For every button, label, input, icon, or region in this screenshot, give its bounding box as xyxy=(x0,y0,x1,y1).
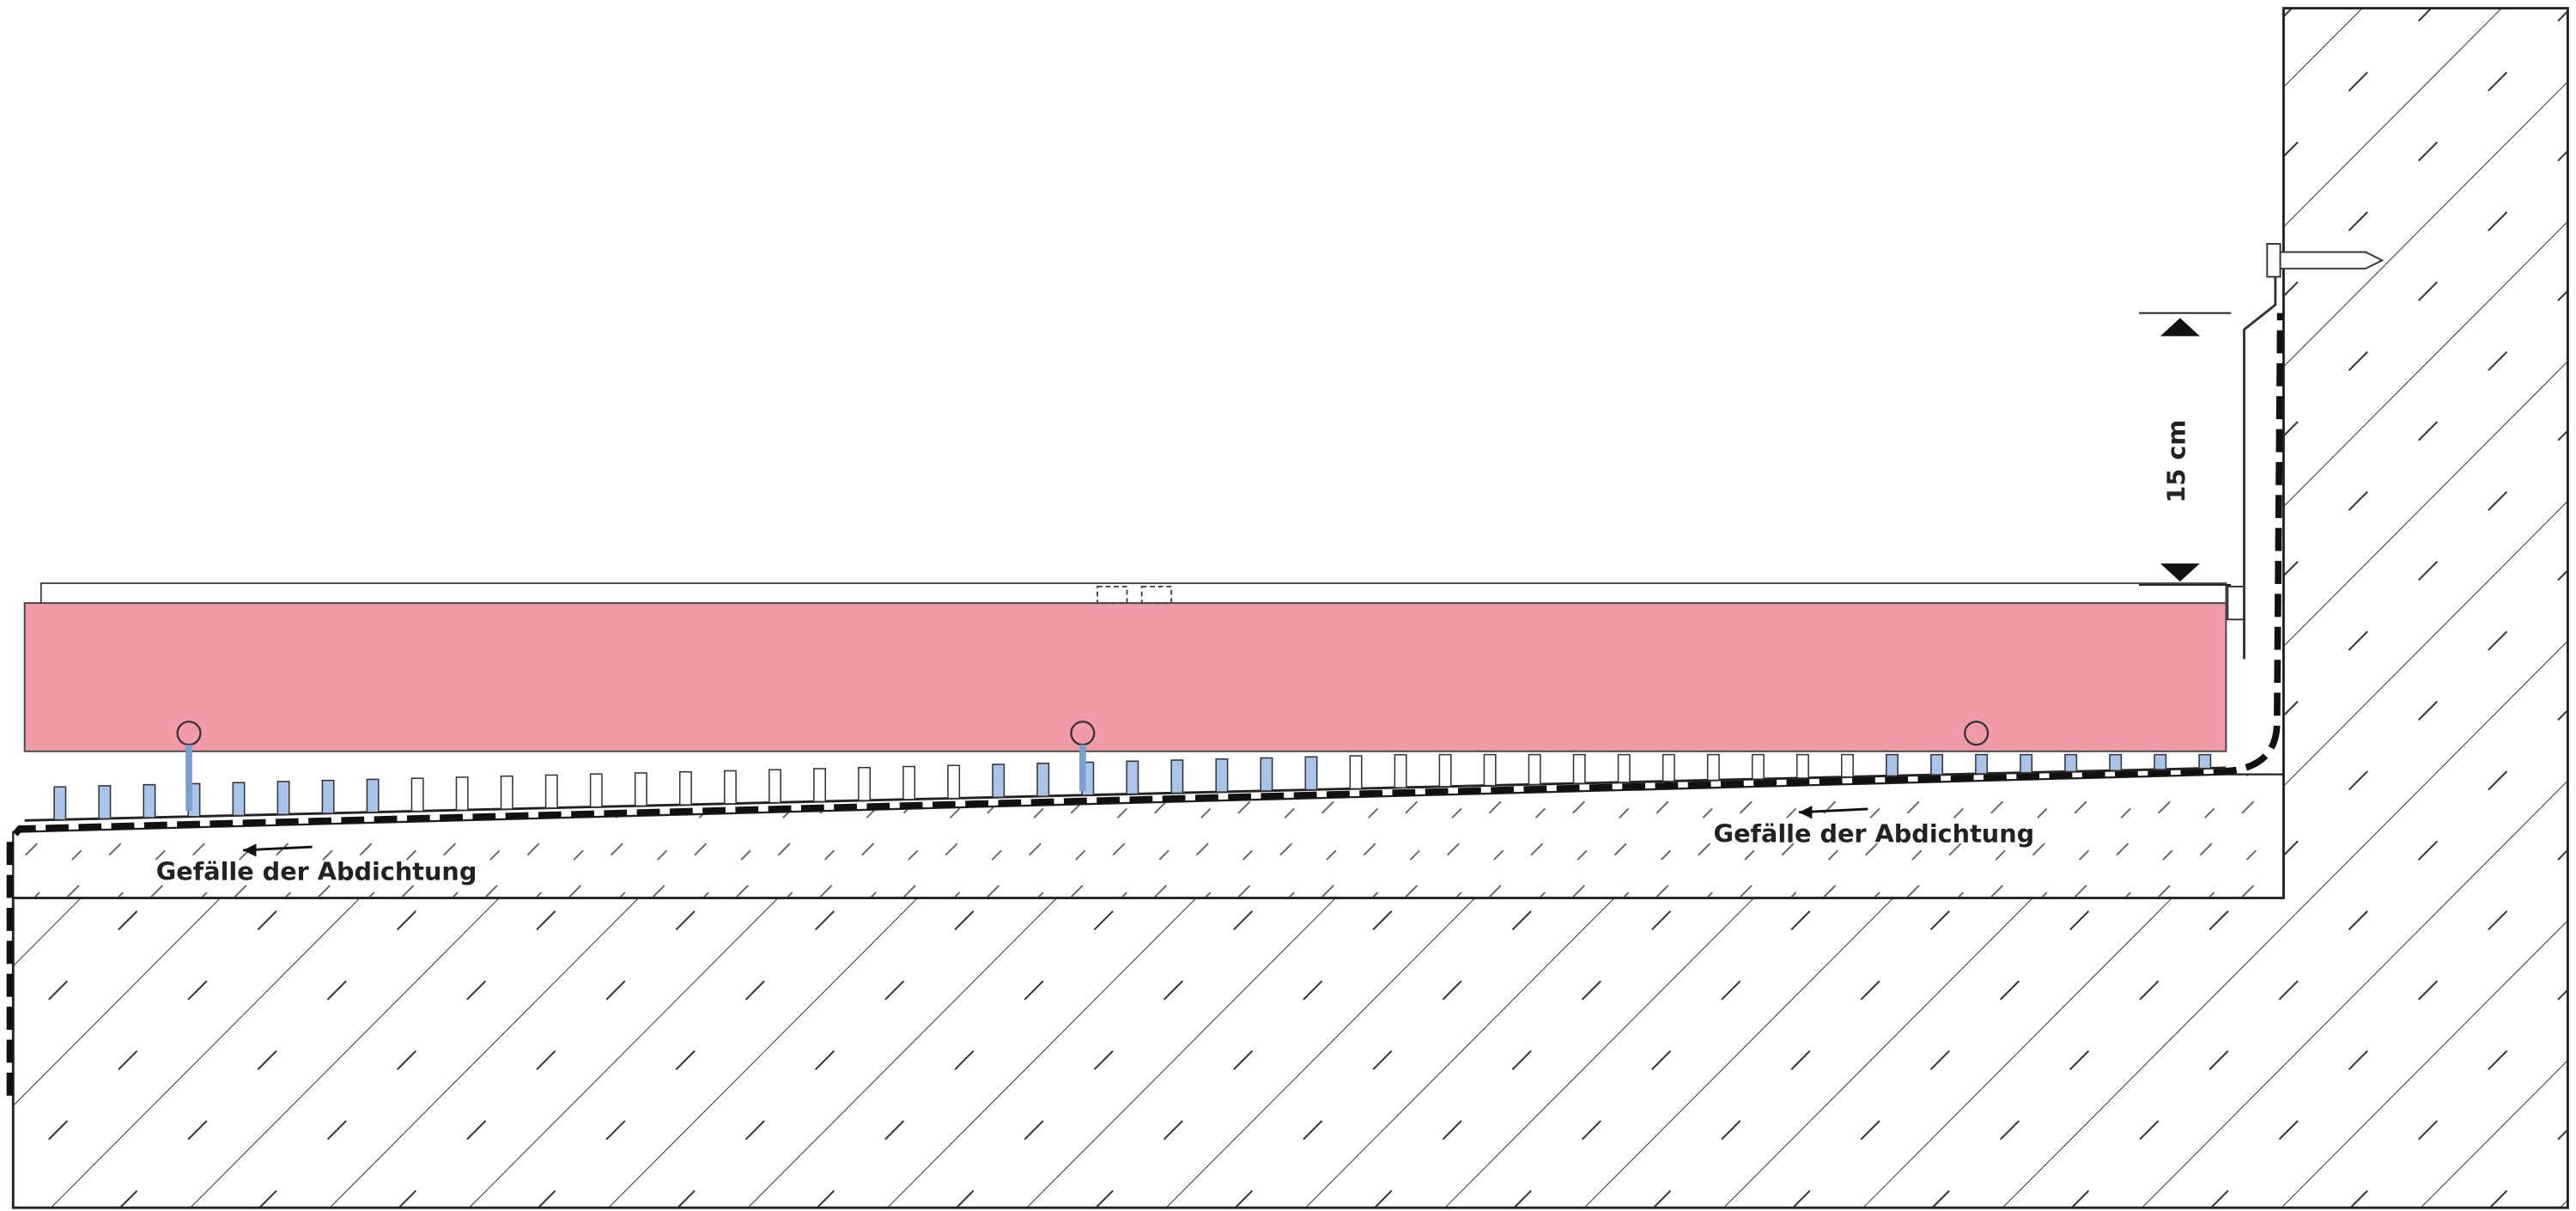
stud xyxy=(1260,757,1273,792)
stud xyxy=(1528,753,1541,786)
stud xyxy=(1483,753,1497,787)
dimension-label: 15 cm xyxy=(2162,420,2191,503)
stud xyxy=(1886,753,1899,777)
stud xyxy=(723,770,737,805)
stud xyxy=(1841,753,1854,778)
slope-arrow-head xyxy=(243,843,257,857)
stud xyxy=(858,766,872,801)
stud xyxy=(1036,762,1050,797)
stud xyxy=(678,770,692,806)
stud xyxy=(589,773,603,808)
stud xyxy=(1975,753,1989,775)
dim-arrow xyxy=(2160,563,2200,582)
stud xyxy=(1706,753,1720,782)
stud xyxy=(455,776,469,812)
stud xyxy=(902,765,916,800)
stud xyxy=(1126,760,1139,795)
stud xyxy=(544,774,558,809)
stud xyxy=(947,764,961,800)
seal xyxy=(2227,585,2245,621)
stud xyxy=(1662,753,1675,782)
joint xyxy=(1140,585,1173,605)
stud xyxy=(53,786,67,821)
stud xyxy=(1215,758,1229,793)
stud xyxy=(1930,753,1944,776)
drain-mat-base xyxy=(24,766,2227,822)
stud xyxy=(1304,756,1318,791)
stud xyxy=(1572,753,1586,784)
stud xyxy=(1795,753,1809,779)
stud xyxy=(1438,753,1452,788)
stud xyxy=(1751,753,1765,780)
stud xyxy=(634,772,647,807)
stud xyxy=(2109,753,2123,771)
stud xyxy=(1617,753,1631,783)
joint xyxy=(1097,585,1128,605)
stud xyxy=(769,769,781,804)
membrane xyxy=(6,313,2284,1096)
stud xyxy=(98,785,112,820)
anchors xyxy=(176,721,1990,811)
stud xyxy=(2154,753,2167,770)
screw-head xyxy=(2266,242,2281,278)
insulation xyxy=(23,602,2227,752)
stud xyxy=(1349,755,1363,790)
stud xyxy=(1170,759,1184,794)
dim-arrow xyxy=(2160,318,2200,337)
stud xyxy=(2064,753,2078,773)
flashing xyxy=(2243,260,2277,660)
slope-label: Gefälle der Abdichtung xyxy=(156,856,477,885)
slope-arrow-head xyxy=(1799,806,1813,819)
stud xyxy=(813,768,826,803)
stud xyxy=(321,779,335,814)
stud xyxy=(992,764,1005,799)
stud xyxy=(1394,754,1407,788)
stud xyxy=(410,777,424,812)
dowel xyxy=(2279,251,2385,270)
stud xyxy=(366,778,380,813)
stud xyxy=(2198,753,2212,770)
stud xyxy=(143,783,156,818)
stud xyxy=(2020,753,2033,774)
stud xyxy=(232,782,246,817)
stud xyxy=(500,775,513,810)
top-plate xyxy=(39,582,2227,605)
drain-studs xyxy=(53,753,2212,821)
stud xyxy=(276,781,290,816)
slope-label: Gefälle der Abdichtung xyxy=(1714,818,2035,848)
